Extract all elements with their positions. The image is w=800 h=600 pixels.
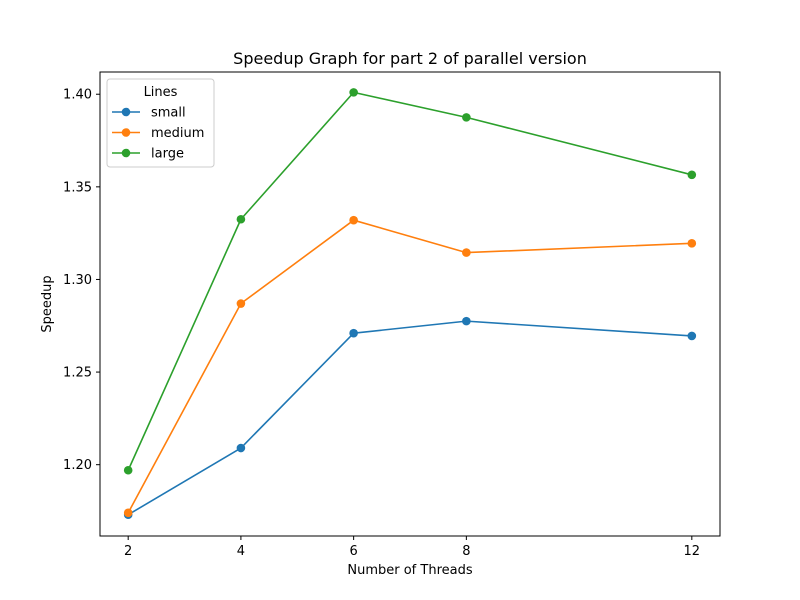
plot-frame [99,71,721,537]
x-tick-label: 8 [462,544,470,559]
legend-items: small medium large [112,106,204,162]
legend-marker-swatch [121,148,131,158]
legend-item-large: large [112,147,184,162]
y-tick-label: 1.25 [63,366,92,381]
legend-title: Lines [144,85,178,100]
legend-item-medium: medium [112,126,204,141]
x-axis-ticks: 2 4 6 8 12 [124,536,700,559]
data-point-medium [687,239,697,248]
legend: Lines small medium large [106,78,215,168]
legend-marker-swatch [121,128,131,137]
data-point-small [687,331,697,341]
series-medium [123,215,697,518]
data-point-large [349,88,358,97]
chart-title: Speedup Graph for part 2 of parallel ver… [233,49,587,68]
data-point-large [123,465,133,475]
data-point-large [462,113,471,122]
data-point-small [236,443,246,453]
y-tick-label: 1.20 [63,458,92,473]
y-tick-label: 1.40 [63,88,92,103]
x-tick-label: 6 [349,544,357,559]
legend-box [106,78,215,168]
x-axis-label: Number of Threads [347,563,472,578]
data-point-medium [236,299,246,308]
y-tick-label: 1.35 [63,180,92,195]
data-point-small [462,316,471,326]
y-tick-label: 1.30 [63,273,92,288]
data-point-medium [349,215,358,225]
y-axis-label: Speedup [40,275,55,332]
legend-marker-swatch [121,107,131,117]
series-large [123,88,697,475]
x-tick-label: 4 [237,544,245,559]
data-point-large [236,214,246,224]
data-point-large [687,170,697,180]
legend-label: medium [151,126,204,141]
data-point-small [349,328,358,338]
legend-item-small: small [112,106,186,121]
legend-label: small [151,106,186,121]
data-point-medium [123,508,133,518]
series-layer [123,88,697,519]
y-axis-ticks: 1.20 1.25 1.30 1.35 1.40 [63,88,100,473]
legend-label: large [151,147,184,162]
x-tick-label: 12 [684,544,701,559]
x-tick-label: 2 [124,544,132,559]
data-point-medium [462,248,471,257]
